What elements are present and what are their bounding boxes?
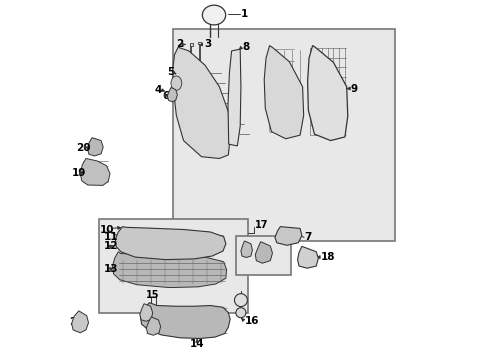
Text: 6: 6 — [162, 91, 169, 101]
Text: 8: 8 — [242, 42, 249, 52]
Text: 4: 4 — [155, 85, 162, 95]
Text: 11: 11 — [104, 232, 118, 242]
FancyBboxPatch shape — [172, 30, 394, 241]
Polygon shape — [255, 242, 272, 263]
Polygon shape — [227, 49, 241, 146]
Circle shape — [235, 308, 245, 318]
FancyBboxPatch shape — [99, 220, 247, 313]
Bar — [198, 41, 201, 44]
Polygon shape — [172, 47, 230, 158]
Text: 17: 17 — [255, 220, 268, 230]
Text: 2: 2 — [176, 40, 183, 49]
Text: 14: 14 — [190, 339, 204, 349]
Polygon shape — [72, 311, 88, 333]
Text: 7: 7 — [304, 232, 311, 242]
Ellipse shape — [171, 76, 182, 90]
Text: 3: 3 — [204, 40, 211, 49]
Text: 18: 18 — [320, 252, 334, 262]
FancyBboxPatch shape — [235, 235, 290, 275]
Polygon shape — [112, 252, 226, 288]
Text: 19: 19 — [72, 168, 86, 178]
Polygon shape — [167, 87, 177, 102]
Text: 16: 16 — [244, 316, 259, 325]
Polygon shape — [264, 45, 303, 139]
Polygon shape — [274, 226, 301, 245]
Polygon shape — [80, 158, 110, 185]
Text: 9: 9 — [349, 84, 357, 94]
Text: 12: 12 — [104, 241, 118, 251]
Polygon shape — [146, 317, 160, 335]
Text: 20: 20 — [76, 143, 90, 153]
Polygon shape — [87, 138, 103, 156]
Circle shape — [234, 294, 247, 307]
Polygon shape — [241, 241, 252, 257]
Text: 5: 5 — [167, 67, 174, 77]
Bar — [190, 42, 192, 45]
Polygon shape — [140, 304, 152, 321]
Ellipse shape — [202, 5, 225, 25]
Polygon shape — [115, 226, 225, 260]
Text: 1: 1 — [241, 9, 247, 19]
Polygon shape — [140, 303, 230, 338]
Polygon shape — [297, 246, 318, 268]
Polygon shape — [307, 45, 347, 140]
Text: 15: 15 — [145, 290, 159, 300]
Text: 10: 10 — [100, 225, 114, 235]
Text: 21: 21 — [69, 317, 83, 327]
Text: 13: 13 — [104, 264, 118, 274]
